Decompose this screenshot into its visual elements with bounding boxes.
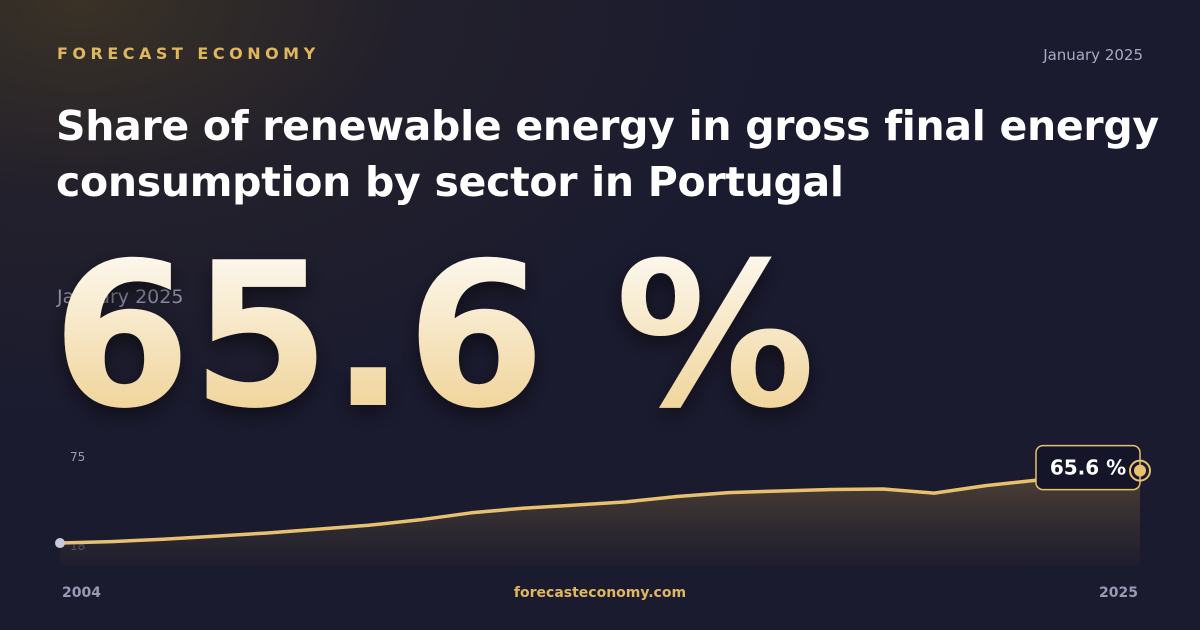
date: January 2025 [1043,46,1143,64]
end-ring [1129,459,1151,482]
area [60,470,1140,565]
y-tick-label: 75 [70,450,85,464]
site: forecasteconomy.com [514,585,686,601]
badge-label: 65.6 % [1050,456,1126,480]
line [59,468,1141,545]
chart-title: Share of renewable energy in gross final… [56,102,1159,206]
x-tick-label: 2025 [1099,585,1138,601]
brand: FORECAST ECONOMY [57,44,320,63]
end-point [1134,464,1146,477]
headline-value: 65.6 % [52,220,815,453]
date-overlay: January 2025 [56,286,183,308]
start-point [55,538,65,549]
x-tick-label: 2004 [62,585,101,601]
